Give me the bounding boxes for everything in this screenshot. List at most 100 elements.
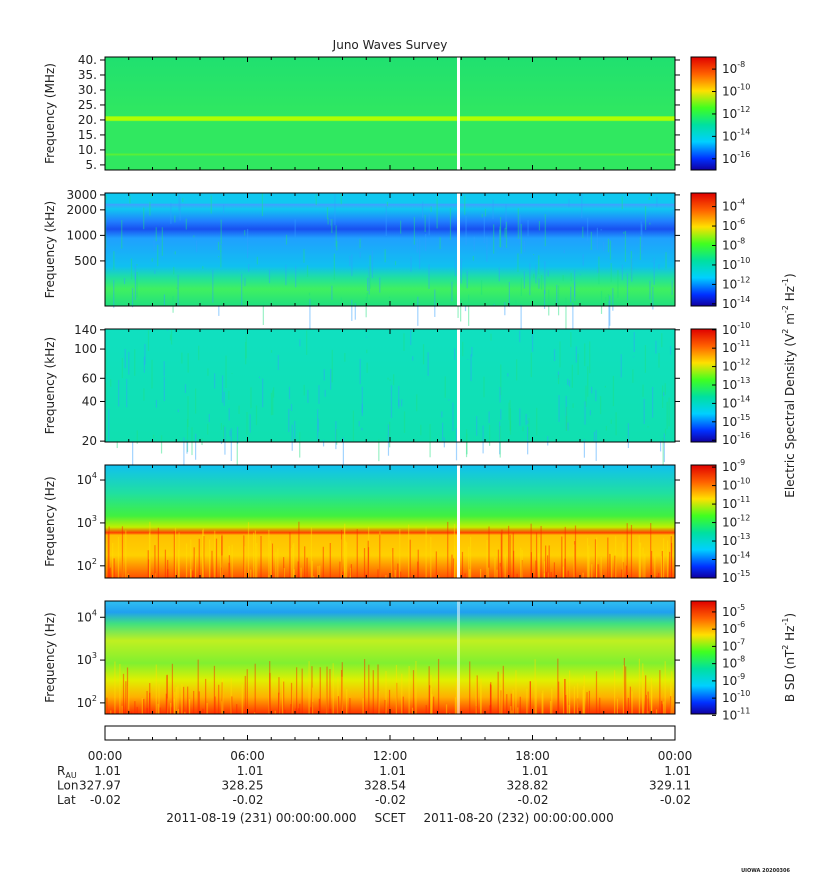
texture [354,303,356,320]
texture [538,221,541,231]
texture [330,368,332,390]
colorbar-tick-label: 10-16​ [722,431,750,447]
texture [108,409,110,442]
texture [121,357,123,379]
texture [609,295,611,326]
stamp: UIOWA 20200306 [741,868,790,874]
texture [195,433,197,460]
texture [268,529,270,578]
texture [117,536,120,578]
texture [496,569,498,578]
texture [621,196,623,210]
texture [228,545,230,578]
texture [154,270,156,274]
texture [322,439,325,447]
texture [288,408,290,433]
texture [312,702,314,714]
texture [572,302,574,331]
data-gap [457,329,460,442]
y-axis-label: Frequency (kHz) [43,337,57,434]
texture [221,555,223,578]
x-tick-label: 00:00 [658,749,693,763]
texture [501,673,503,714]
texture [416,394,418,412]
texture [642,384,644,397]
texture [402,696,404,714]
texture [401,399,403,407]
spectrogram [105,57,675,170]
texture [244,229,246,236]
colorbar-tick-label: 10-11​ [722,339,750,355]
texture [549,701,552,714]
texture [394,261,397,266]
texture [300,567,302,578]
texture [480,678,482,714]
texture [361,427,363,431]
texture [573,686,576,714]
texture [150,194,152,198]
texture [326,207,329,219]
colorbar-tick-label: 10-12​ [722,104,750,120]
texture [535,560,537,578]
texture [530,523,532,578]
texture [154,573,156,578]
y-tick-label: 5. [86,157,97,171]
texture [617,270,619,299]
colorbar-tick-label: 10-10​ [722,82,750,98]
texture [288,386,291,400]
texture [109,567,111,578]
y-tick-label: 25. [78,97,97,111]
texture [630,250,632,279]
texture [108,526,110,578]
texture [236,704,238,714]
texture [489,709,492,714]
texture [378,439,380,462]
texture [557,658,559,714]
texture [468,294,470,326]
texture [345,540,347,578]
texture [545,545,547,578]
texture [564,679,566,714]
texture [195,240,198,253]
texture [295,265,297,288]
texture [519,214,521,246]
texture [607,537,609,578]
texture [293,569,295,578]
texture [499,387,501,403]
texture [448,399,450,401]
texture [271,543,274,578]
texture [309,298,311,332]
texture [319,667,321,714]
texture [653,257,655,285]
texture [105,216,107,249]
texture [308,292,311,296]
texture [367,547,370,578]
texture [399,571,402,578]
texture [480,684,482,714]
texture [367,540,369,578]
ephemeris-name: Lon [57,778,78,792]
texture [230,428,232,461]
texture [567,378,569,386]
texture [652,286,654,310]
texture [507,373,509,377]
texture [170,330,173,345]
texture [454,257,457,276]
texture [340,539,342,578]
texture [564,678,566,714]
texture [611,553,613,578]
texture [285,264,287,286]
texture [245,333,247,359]
texture [151,359,153,389]
texture [396,682,398,714]
texture [473,236,475,252]
texture [144,343,146,365]
texture [466,270,468,289]
texture [334,194,336,226]
texture [475,676,477,714]
colorbar-tick-label: 10-12​ [722,513,750,529]
texture [327,217,329,225]
texture [425,233,427,252]
texture [454,348,456,361]
texture [181,683,183,714]
